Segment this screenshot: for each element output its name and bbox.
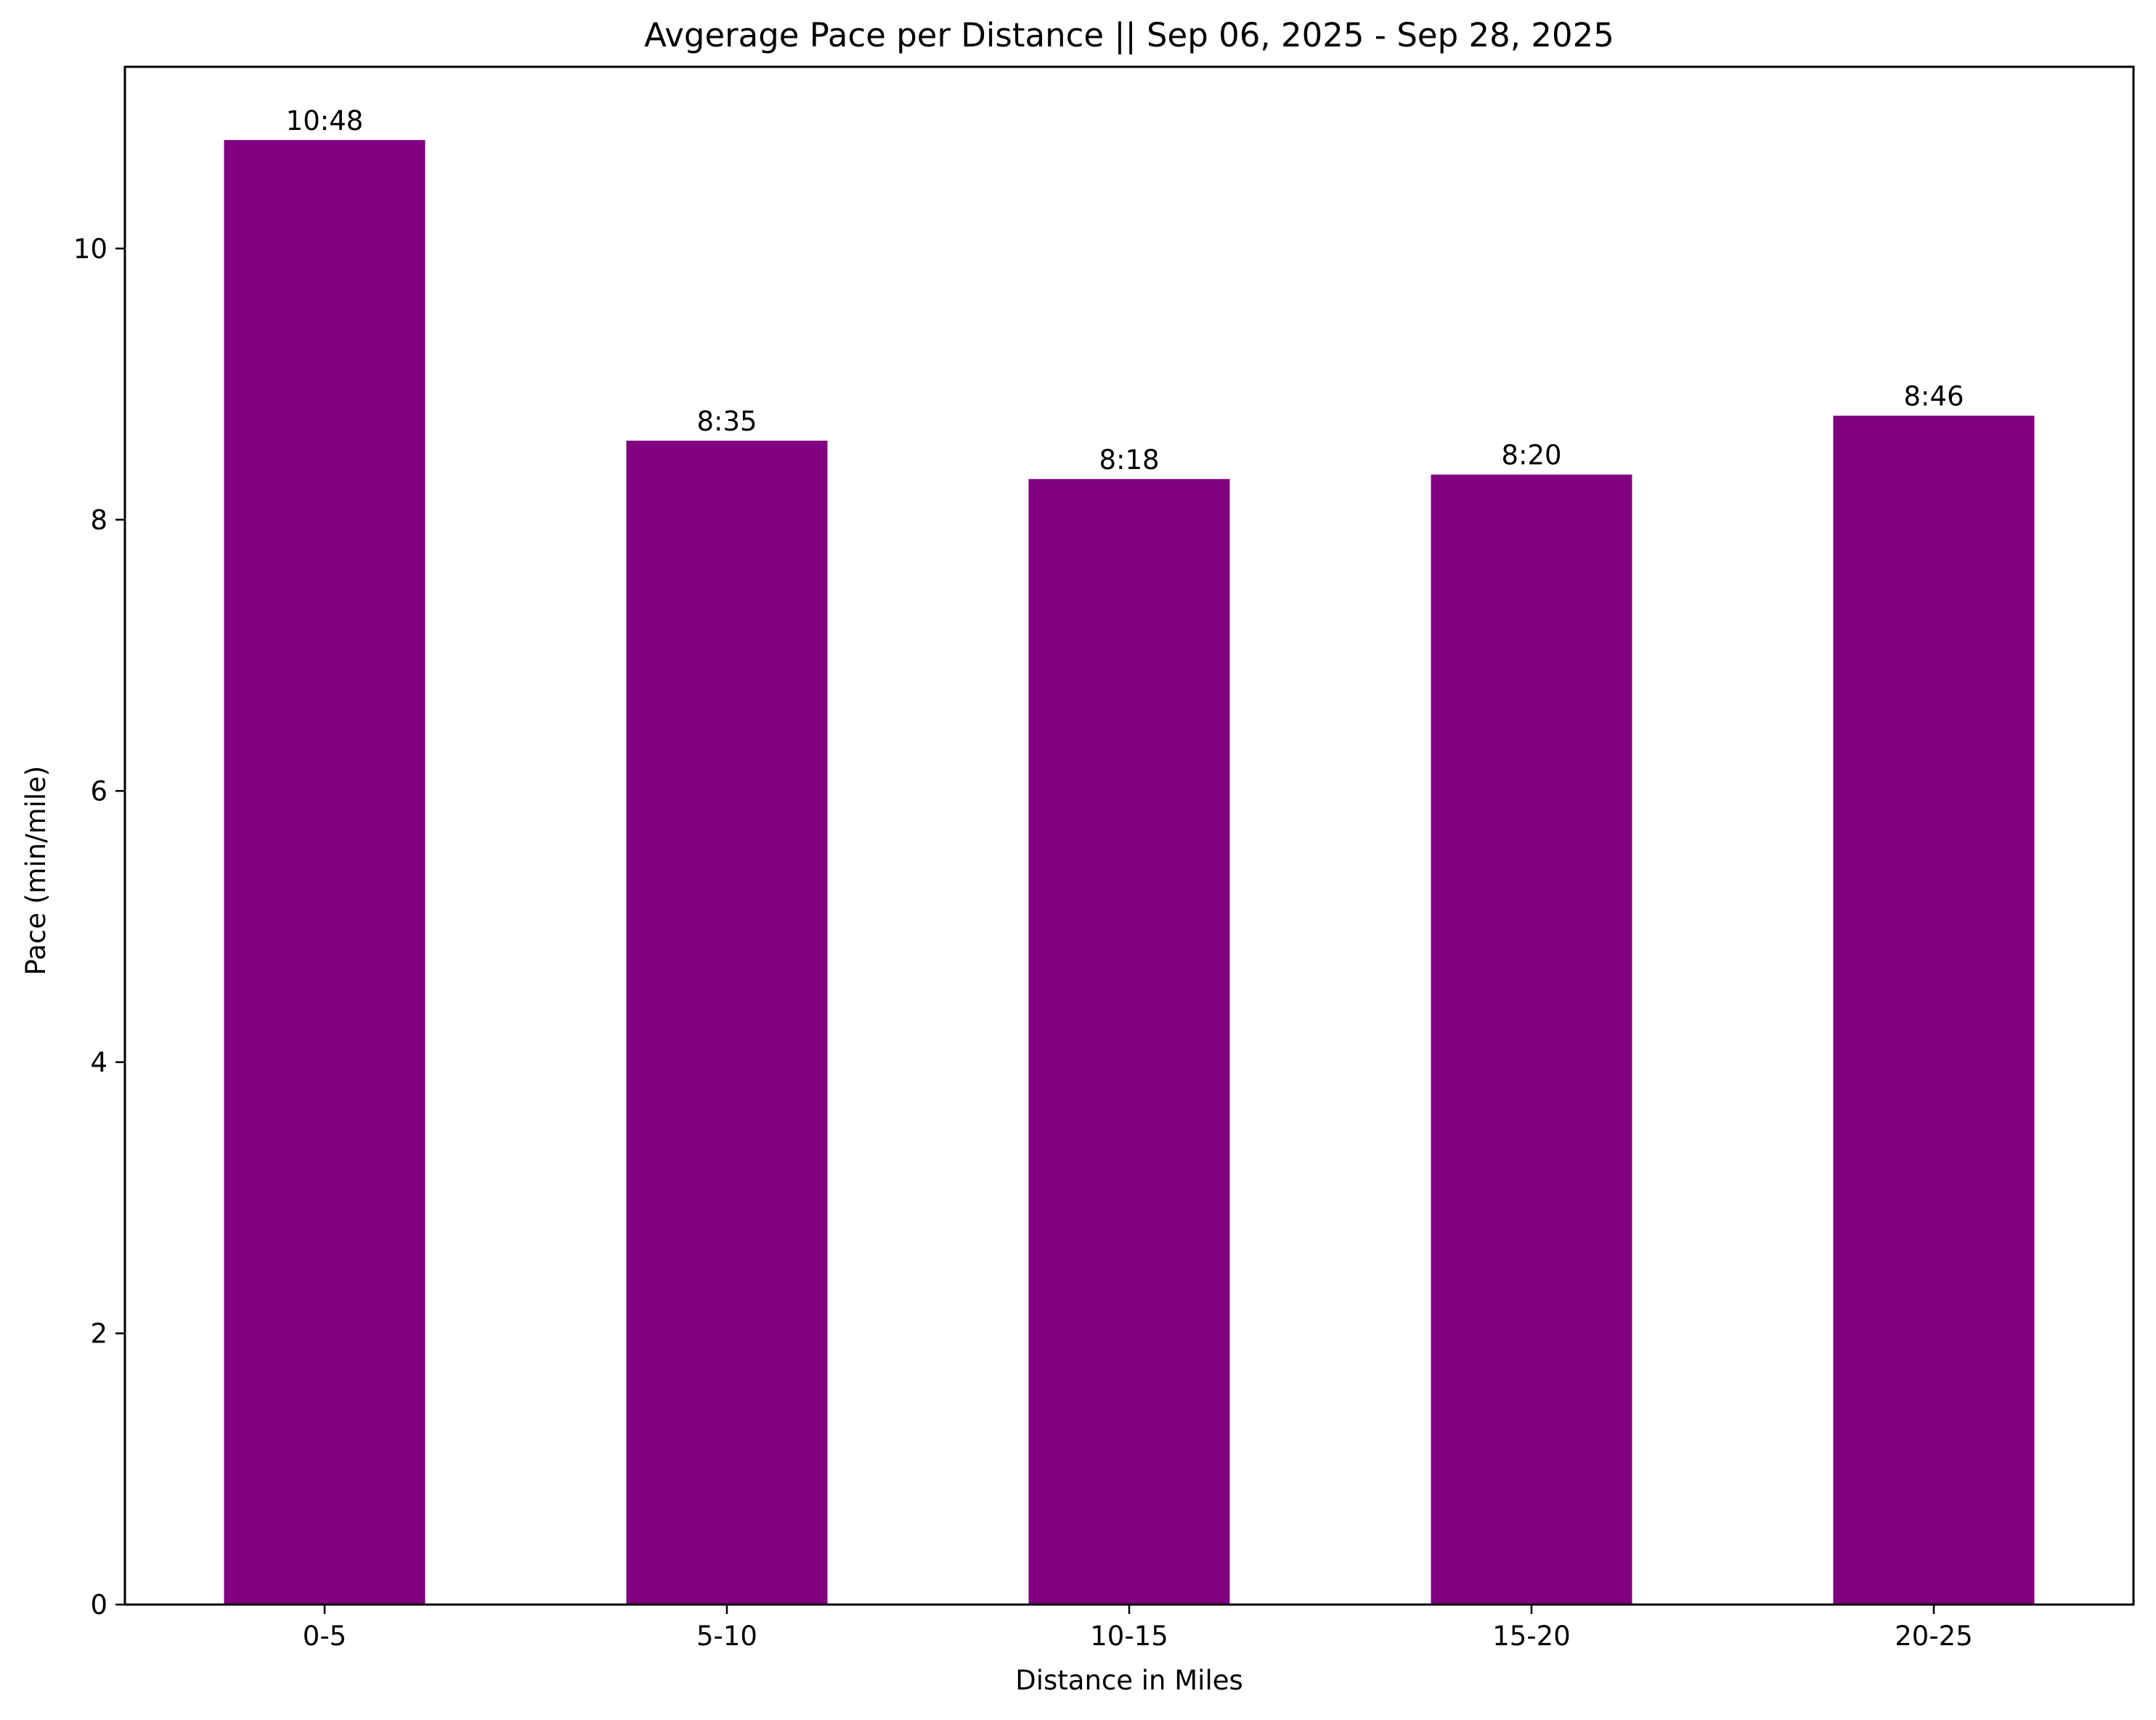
y-tick-label: 0: [90, 1589, 107, 1621]
bar-20-25: [1833, 415, 2035, 1605]
x-axis: 0-5 5-10 10-15 15-20 20-25: [303, 1605, 1973, 1652]
x-tick-label: 15-20: [1492, 1621, 1571, 1652]
bars-group: [224, 139, 2035, 1605]
data-label-15-20: 8:20: [1501, 440, 1561, 471]
y-tick-label: 8: [90, 505, 107, 536]
data-label-0-5: 10:48: [286, 105, 364, 136]
y-tick-label: 2: [90, 1318, 107, 1349]
data-label-5-10: 8:35: [696, 406, 757, 437]
y-tick-label: 10: [73, 233, 107, 264]
y-tick-label: 6: [90, 775, 107, 807]
bar-5-10: [626, 440, 828, 1605]
x-tick-label: 5-10: [696, 1621, 757, 1652]
data-labels-group: 10:48 8:35 8:18 8:20 8:46: [286, 105, 1964, 476]
bar-10-15: [1028, 478, 1230, 1605]
y-tick-label: 4: [90, 1047, 107, 1078]
chart-title: Avgerage Pace per Distance || Sep 06, 20…: [644, 16, 1614, 54]
x-tick-label: 0-5: [303, 1621, 346, 1652]
plot-area: 10:48 8:35 8:18 8:20 8:46: [123, 65, 2135, 1606]
x-tick-label: 10-15: [1090, 1621, 1168, 1652]
x-tick-label: 20-25: [1895, 1621, 1973, 1652]
data-label-20-25: 8:46: [1903, 381, 1964, 412]
x-axis-label: Distance in Miles: [1015, 1665, 1243, 1696]
y-axis: 0 2 4 6 8 10: [73, 233, 125, 1621]
bar-15-20: [1431, 474, 1632, 1605]
data-label-10-15: 8:18: [1099, 444, 1159, 476]
bar-0-5: [224, 139, 426, 1605]
y-axis-label: Pace (min/mile): [20, 766, 52, 976]
